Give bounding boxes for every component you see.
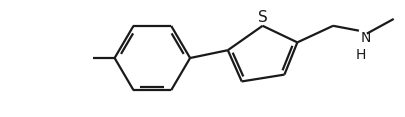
Text: H: H — [355, 48, 365, 62]
Text: N: N — [360, 31, 371, 46]
Text: S: S — [257, 10, 267, 25]
